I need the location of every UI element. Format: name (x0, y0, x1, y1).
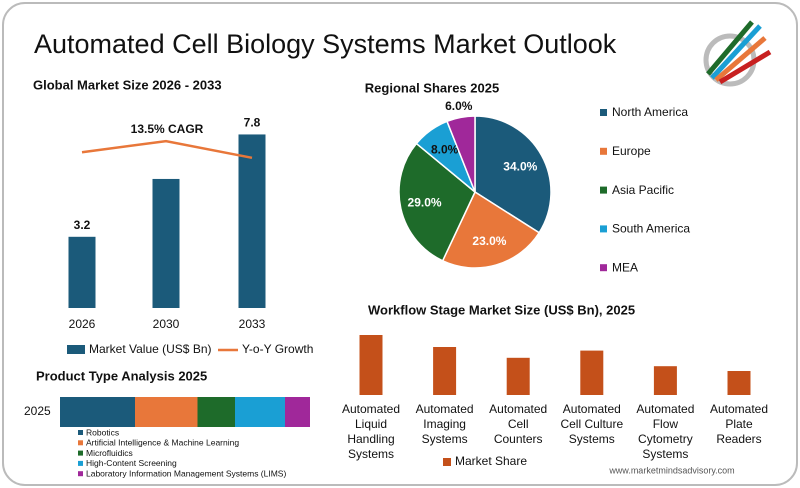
x-tick-label: Automated Imaging Systems (415, 402, 474, 446)
chart-title: Product Type Analysis 2025 (36, 368, 207, 383)
legend-swatch (600, 225, 607, 233)
bar (152, 178, 180, 308)
x-tick-label: Automated Cell Counters (489, 402, 548, 446)
legend-swatch (78, 460, 83, 466)
legend-label: South America (612, 222, 690, 236)
legend-label: Laboratory Information Management System… (86, 468, 286, 478)
annotation: 13.5% CAGR (131, 122, 204, 136)
x-tick-label: Automated Liquid Handling Systems (341, 402, 401, 461)
legend-swatch (67, 345, 85, 354)
legend-label: Europe (612, 144, 651, 158)
chart-title: Regional Shares 2025 (365, 80, 499, 95)
data-label: 8.0% (431, 142, 459, 156)
data-label: 23.0% (472, 234, 506, 248)
legend-label: Artificial Intelligence & Machine Learni… (86, 438, 239, 448)
chart-title: Workflow Stage Market Size (US$ Bn), 202… (368, 302, 635, 317)
legend-label: Asia Pacific (612, 183, 674, 197)
bar (506, 357, 530, 395)
x-tick-label: Automated Plate Readers (709, 402, 769, 446)
legend-swatch (443, 458, 451, 466)
legend-label: North America (612, 105, 688, 119)
bar-segment (197, 397, 235, 427)
legend-swatch (600, 186, 607, 194)
legend-swatch (78, 450, 83, 456)
x-tick-label: Automated Cell Counters (489, 402, 548, 446)
x-tick-label: 2030 (153, 317, 180, 331)
legend-label: Market Value (US$ Bn) (89, 342, 212, 356)
legend-label: High-Content Screening (86, 458, 177, 468)
main-title: Automated Cell Biology Systems Market Ou… (34, 29, 617, 59)
legend-label: Market Share (455, 454, 527, 468)
data-label: 6.0% (445, 99, 473, 113)
pie-slice (398, 142, 476, 262)
bar (580, 350, 604, 395)
legend-label: Robotics (86, 427, 119, 437)
bar (238, 134, 266, 308)
bar-segment (235, 397, 285, 427)
chart-title: Global Market Size 2026 - 2033 (33, 77, 222, 92)
legend-swatch (78, 440, 83, 446)
x-tick-label: Automated Liquid Handling Systems (341, 402, 401, 461)
x-tick-label: 2026 (69, 317, 96, 331)
legend-swatch (600, 109, 607, 116)
logo (703, 20, 772, 87)
x-tick-label: Automated Imaging Systems (415, 402, 474, 446)
legend-label: MEA (612, 260, 638, 274)
data-label: 29.0% (408, 195, 442, 209)
legend-label: Y-o-Y Growth (242, 342, 313, 356)
legend-swatch (78, 471, 83, 477)
data-label: 7.8 (244, 116, 261, 130)
x-tick-label: Automated Cell Culture Systems (560, 402, 624, 446)
footer: www.marketmindsadvisory.com (608, 465, 734, 475)
bar-segment (285, 397, 310, 427)
legend-swatch (78, 430, 83, 435)
bar (68, 236, 96, 308)
legend-swatch (600, 264, 607, 272)
legend-label: Microfluidics (86, 448, 133, 458)
data-label: 34.0% (503, 159, 537, 173)
x-tick-label: 2033 (239, 317, 266, 331)
x-tick-label: Automated Flow Cytometry Systems (636, 402, 695, 461)
x-tick-label: Automated Flow Cytometry Systems (636, 402, 695, 461)
data-label: 3.2 (74, 218, 91, 232)
bar-segment (135, 397, 198, 427)
bar (359, 335, 383, 395)
bar (727, 371, 751, 395)
y-tick-label: 2025 (24, 404, 51, 418)
pie-slice (446, 115, 476, 193)
x-tick-label: Automated Cell Culture Systems (560, 402, 624, 446)
bar (433, 347, 457, 395)
x-tick-label: Automated Plate Readers (709, 402, 769, 446)
bar-segment (60, 397, 135, 427)
line (81, 139, 253, 160)
legend-swatch (600, 147, 607, 155)
bar (653, 366, 677, 395)
